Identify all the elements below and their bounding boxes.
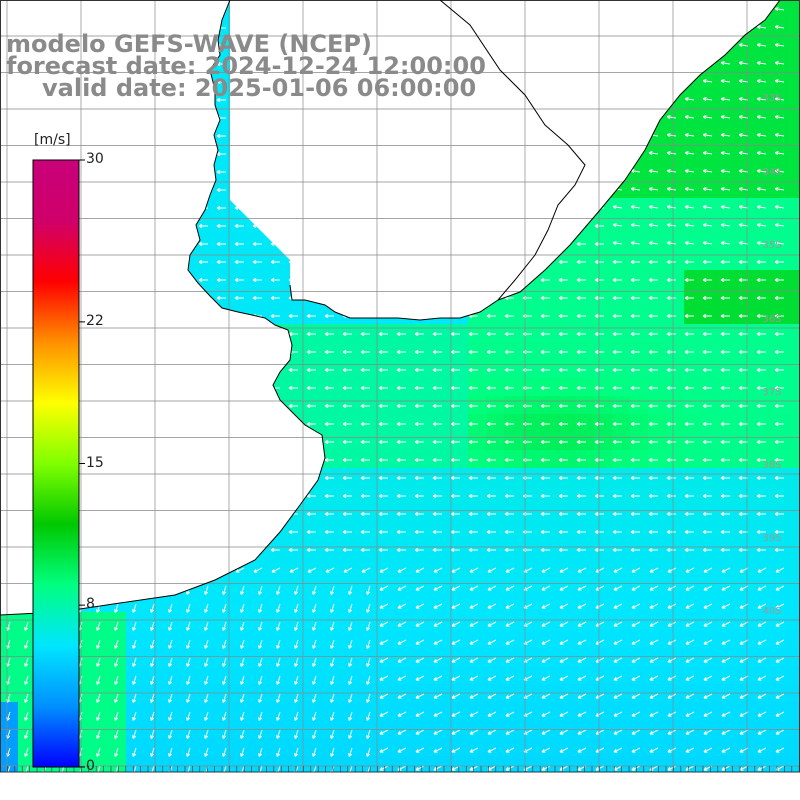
model-title: modelo GEFS-WAVE (NCEP) <box>6 30 372 58</box>
lat-label: 37S <box>762 387 781 398</box>
coastline <box>0 0 781 616</box>
latitude-labels: 33S 34S 35S 36S 37S 38S 39S 40S <box>762 93 781 617</box>
lat-lon-grid <box>0 0 800 773</box>
lat-label: 33S <box>762 93 781 104</box>
colorbar-tick-label: 30 <box>86 151 104 167</box>
land-mask <box>0 0 780 615</box>
lat-label: 40S <box>762 606 781 617</box>
colorbar-gradient <box>32 159 80 768</box>
lat-label: 36S <box>762 314 781 325</box>
lat-label: 39S <box>762 533 781 544</box>
valid-date: valid date: 2025-01-06 06:00:00 <box>42 74 477 102</box>
colorbar-tick-label: 0 <box>86 758 95 774</box>
colorbar-tick-label: 22 <box>86 312 104 329</box>
forecast-date: forecast date: 2024-12-24 12:00:00 <box>6 52 486 80</box>
lat-label: 38S <box>762 460 781 471</box>
lat-label: 34S <box>762 167 781 178</box>
colorbar-unit: [m/s] <box>34 132 71 148</box>
colorbar <box>32 159 85 768</box>
colorbar-tick-label: 15 <box>86 454 104 471</box>
colorbar-tick-label: 8 <box>86 596 95 613</box>
lat-label: 35S <box>762 240 781 251</box>
